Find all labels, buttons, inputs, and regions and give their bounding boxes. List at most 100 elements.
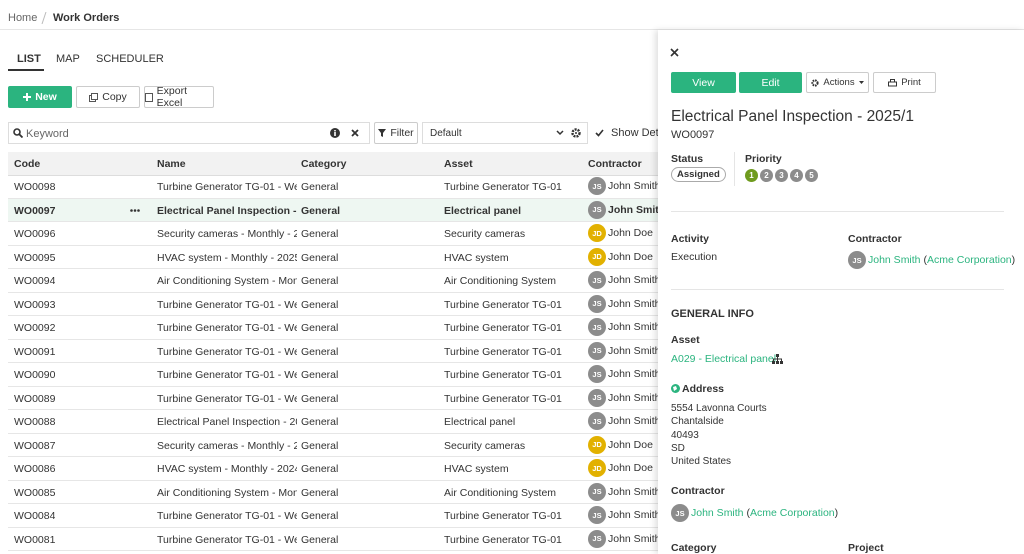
column-header: Contractor [588, 158, 642, 170]
print-button[interactable]: Print [873, 72, 936, 93]
priority-level[interactable]: 2 [760, 169, 773, 182]
table-row[interactable]: WO0081 Turbine Generator TG-01 - We Genera… [8, 528, 661, 551]
table-row[interactable]: WO0086 HVAC system - Monthly - 2024/Gener… [8, 457, 658, 481]
table-row[interactable]: WO0088 Electrical Panel Inspection - 20 Ge… [8, 410, 661, 434]
show-detail-label[interactable]: Show Detail [611, 127, 670, 139]
contractor-link[interactable]: John Smith [691, 506, 744, 519]
close-icon[interactable] [670, 48, 679, 57]
cell: WO0086 [14, 463, 56, 475]
tab-list[interactable]: LIST [17, 53, 41, 65]
cell: Turbine Generator TG-01 [444, 181, 562, 193]
detail-code: WO0097 [671, 129, 715, 141]
filter-label: Filter [390, 127, 414, 139]
company-link[interactable]: Acme Corporation [927, 253, 1012, 266]
edit-label: Edit [761, 76, 780, 89]
table-row[interactable]: WO0092 Turbine Generator TG-01 - We Genera… [8, 316, 661, 340]
export-button[interactable]: Export Excel [144, 85, 214, 109]
column-header: Category [301, 158, 347, 170]
copy-button[interactable]: Copy [76, 86, 140, 108]
table-row[interactable]: WO0094 Air Conditioning System - Mon Gener… [8, 269, 661, 293]
search-input[interactable] [8, 122, 370, 144]
tab-map[interactable]: MAP [56, 53, 80, 65]
cell: General [301, 251, 339, 264]
actions-button[interactable]: Actions [806, 72, 869, 93]
table-header: Code Name Category Asset Contractor [8, 152, 658, 176]
table-row[interactable]: WO0095 HVAC system - Monthly - 2025/Gener… [8, 246, 658, 269]
cell: WO0087 [14, 439, 56, 452]
cell: HVAC system - Monthly - 2024/ [157, 463, 297, 475]
info-icon[interactable] [330, 128, 340, 138]
activity-value: Execution [671, 251, 718, 263]
table-row[interactable]: WO0093 Turbine Generator TG-01 - We Genera… [8, 293, 661, 316]
table-row[interactable]: WO0089 Turbine Generator TG-01 - We Genera… [8, 387, 661, 410]
table-row[interactable]: WO0090 Turbine Generator TG-01 - We Genera… [8, 363, 661, 387]
contractor-cell: JS John Smith [588, 200, 665, 219]
avatar: JS [588, 388, 606, 407]
table-row[interactable]: WO0087 Security cameras - Monthly - 2 Gene… [8, 434, 658, 457]
company-link[interactable]: Acme Corporation [750, 506, 835, 519]
view-button[interactable]: View [671, 72, 736, 93]
cell: Air Conditioning System [444, 275, 557, 287]
gear-icon[interactable] [571, 128, 581, 138]
new-button[interactable]: New [8, 86, 72, 108]
table-row[interactable]: WO0096 Security cameras - Monthly - 2 Gene… [8, 222, 658, 246]
contractor-cell: JS John Smith [588, 177, 661, 195]
contractor-cell: JS John Smith [588, 529, 661, 548]
cell: WO0097 [14, 204, 56, 217]
priority-level[interactable]: 1 [745, 169, 758, 182]
detail-panel [658, 30, 1024, 554]
contractor-link[interactable]: John Smith [868, 253, 921, 266]
view-select[interactable] [422, 122, 588, 144]
row-menu[interactable] [130, 208, 140, 212]
priority-level[interactable]: 5 [805, 169, 818, 182]
contractor-name: John Smith [608, 320, 661, 333]
table-row[interactable]: WO0091 Turbine Generator TG-01 - We Genera… [8, 340, 661, 363]
avatar: JS [588, 318, 606, 336]
table-row[interactable]: WO0097 Electrical Panel Inspection - 2 Gen… [8, 198, 665, 222]
cell: General [301, 533, 339, 546]
contractor-cell: JS John Smith [588, 506, 661, 524]
asset-link[interactable]: A029 - Electrical panel [671, 353, 777, 365]
cell: Air Conditioning System - Mon [157, 275, 297, 287]
avatar: JD [588, 224, 606, 242]
edit-button[interactable]: Edit [739, 72, 802, 93]
contractor-cell: JS John Smith [588, 482, 661, 501]
cell: General [301, 510, 339, 522]
cell: Electrical panel [444, 416, 516, 428]
column-header: Name [157, 158, 186, 170]
show-detail-check[interactable] [595, 129, 604, 137]
priority-level[interactable]: 4 [790, 169, 803, 182]
cell: Electrical panel [444, 204, 522, 217]
contractor-top: JS John Smith (Acme Corporation) [848, 251, 1015, 269]
cell: General [301, 275, 339, 287]
cell: General [301, 369, 339, 381]
priority-level[interactable]: 3 [775, 169, 788, 182]
breadcrumb-home[interactable]: Home [8, 12, 38, 24]
tab-scheduler[interactable]: SCHEDULER [96, 53, 164, 65]
paren: ) [1011, 253, 1016, 266]
contractor-name: John Doe [608, 226, 653, 239]
table-row[interactable]: WO0098 Turbine Generator TG-01 - We Genera… [8, 175, 661, 199]
cell: General [301, 416, 339, 428]
contractor: JS John Smith (Acme Corporation) [671, 504, 838, 522]
cell: General [301, 181, 339, 193]
hierarchy-icon[interactable] [772, 354, 783, 364]
avatar: JS [588, 529, 606, 548]
status-badge: Assigned [671, 167, 726, 182]
filter-button[interactable]: Filter [374, 122, 418, 144]
contractor-name: John Smith [608, 179, 661, 192]
contractor-name: John Smith [608, 532, 661, 545]
search-icon [13, 128, 23, 138]
cell: Turbine Generator TG-01 - We [157, 392, 297, 405]
cell: HVAC system [444, 251, 509, 264]
table-row[interactable]: WO0085 Air Conditioning System - Mon Gener… [8, 481, 661, 504]
address-line: Chantalside [671, 416, 724, 428]
avatar: JS [588, 341, 606, 360]
general-info-heading: GENERAL INFO [671, 308, 754, 320]
table-row[interactable]: WO0084 Turbine Generator TG-01 - We Genera… [8, 504, 661, 528]
address-lines: 5554 Lavonna Courts Chantalside 40493 SD Uni… [671, 402, 767, 468]
globe-icon [671, 384, 680, 393]
clear-icon[interactable] [351, 129, 359, 137]
cell: Turbine Generator TG-01 - We [157, 322, 297, 334]
